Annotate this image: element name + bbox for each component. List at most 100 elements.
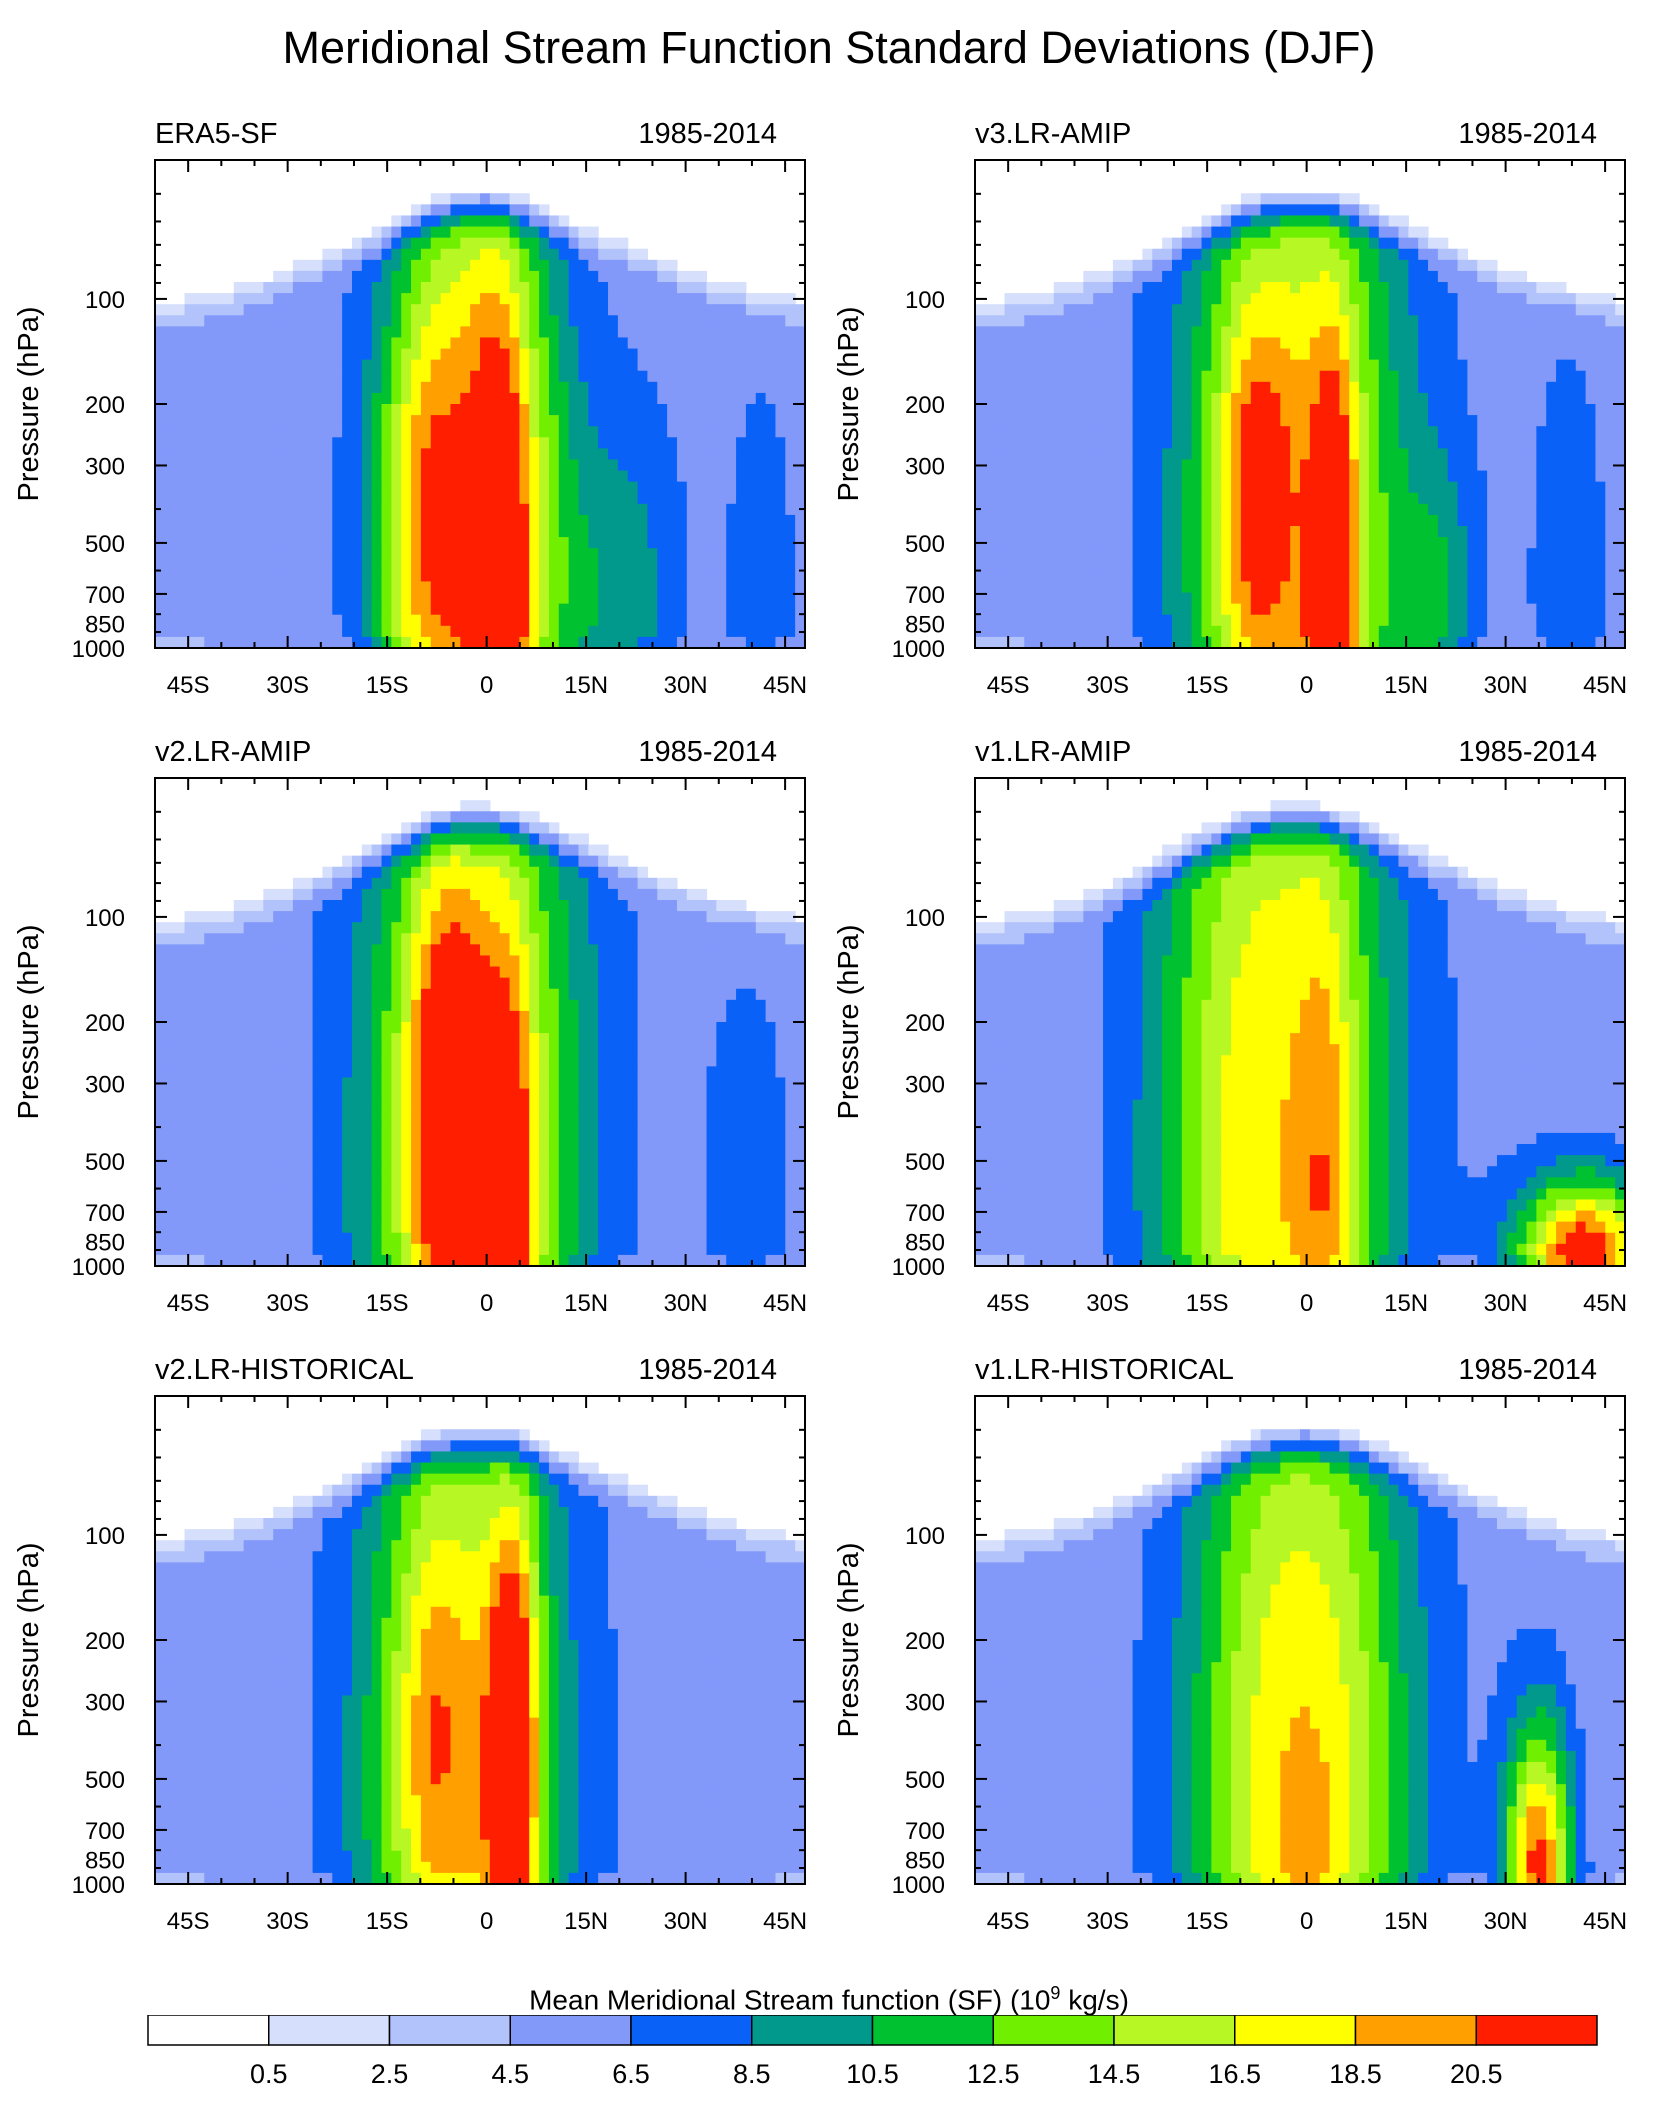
contour-cell [470,359,481,372]
contour-cell [1506,581,1518,594]
contour-cell [1260,315,1272,327]
contour-cell [480,270,491,283]
contour-cell [243,548,255,560]
contour-cell [975,315,986,327]
contour-cell [785,459,796,472]
contour-cell [1447,348,1459,361]
contour-cell [283,503,294,516]
contour-cell [1171,636,1183,649]
contour-cell [381,570,392,583]
contour-cell [509,193,520,205]
contour-cell [1132,526,1144,538]
contour-cell [1585,603,1597,616]
contour-cell [755,392,767,405]
contour-cell [401,448,412,461]
contour-cell [1300,548,1311,560]
contour-cell [745,570,757,583]
contour-cell [302,492,314,505]
contour-cell [1290,459,1301,472]
contour-cell [795,404,806,416]
contour-cell [1536,514,1547,527]
y-axis-label-v3: Pressure (hPa) [833,306,865,501]
contour-cell [263,581,274,594]
contour-cell [1368,370,1380,383]
contour-cell [1260,570,1272,583]
contour-cell [1516,293,1528,305]
contour-cell [1211,592,1222,605]
contour-cell [1171,381,1183,394]
contour-cell [460,481,471,494]
contour-cell [1319,215,1331,228]
contour-cell [292,581,304,594]
contour-cell [223,370,235,383]
contour-cell [480,625,491,638]
contour-cell [1240,392,1252,405]
contour-cell [1300,381,1311,394]
contour-cell [223,337,235,350]
contour-cell [322,415,333,427]
contour-cell [1477,404,1488,416]
contour-cell [785,337,796,350]
contour-cell [204,581,215,594]
contour-cell [558,625,570,638]
contour-cell [1565,304,1577,316]
contour-cell [1201,581,1212,594]
contour-cell [1359,381,1370,394]
contour-cell [174,503,186,516]
contour-cell [1319,293,1331,305]
contour-cell [381,614,392,627]
contour-cell [1093,503,1104,516]
contour-cell [647,603,658,616]
contour-cell [1270,614,1281,627]
contour-cell [302,370,314,383]
contour-cell [480,800,491,812]
contour-cell [489,559,501,571]
contour-cell [1093,570,1104,583]
contour-cell [1231,603,1242,616]
contour-cell [1181,359,1193,372]
contour-cell [1506,348,1518,361]
contour-cell [1162,326,1173,339]
contour-cell [548,370,560,383]
contour-cell [332,282,343,294]
contour-cell [984,326,996,339]
contour-cell [548,581,560,594]
contour-cell [302,570,314,583]
contour-cell [716,282,727,294]
contour-cell [322,315,333,327]
contour-cell [755,559,767,571]
contour-cell [430,215,442,228]
contour-cell [489,625,501,638]
contour-cell [1053,514,1065,527]
contour-cell [381,448,392,461]
contour-cell [1103,270,1114,283]
contour-cell [1309,381,1321,394]
contour-cell [401,370,412,383]
contour-cell [1240,481,1252,494]
contour-cell [1319,548,1331,560]
contour-cell [1546,348,1557,361]
contour-cell [430,459,442,472]
contour-cell [214,514,225,527]
contour-cell [1103,404,1114,416]
contour-cell [1280,448,1291,461]
contour-cell [1152,370,1163,383]
contour-cell [1428,304,1439,316]
contour-cell [1122,492,1134,505]
contour-cell [420,392,432,405]
contour-cell [509,337,520,350]
contour-cell [1093,603,1104,616]
contour-cell [548,537,560,549]
contour-cell [342,492,353,505]
contour-cell [253,603,264,616]
contour-cell [292,537,304,549]
contour-cell [509,370,520,383]
contour-cell [322,592,333,605]
contour-cell [765,625,777,638]
contour-cell [283,370,294,383]
contour-cell [1398,636,1409,649]
contour-cell [1211,282,1222,294]
contour-cell [1132,259,1144,272]
contour-cell [174,348,186,361]
